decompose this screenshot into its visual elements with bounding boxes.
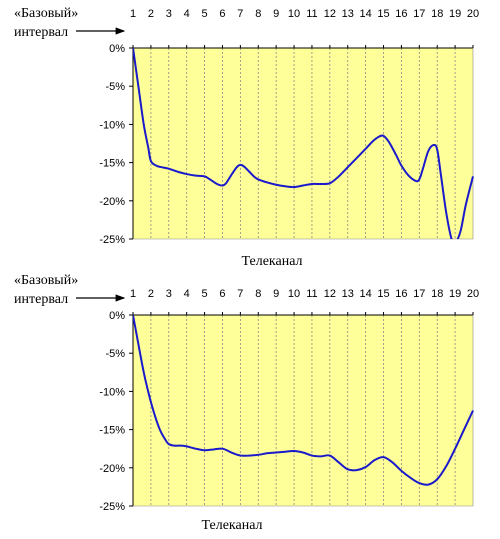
x-tick-label: 18 [431, 8, 443, 20]
x-tick-label: 12 [324, 288, 336, 300]
x-tick-label: 8 [255, 8, 261, 20]
x-tick-label: 16 [395, 288, 407, 300]
base-interval-label-line1: «Базовый» [14, 273, 78, 288]
x-tick-label: 1 [130, 288, 136, 300]
x-axis-title: Телеканал [241, 254, 302, 269]
x-tick-label: 2 [148, 288, 154, 300]
series-line [133, 314, 474, 486]
chart-panel-1: «Базовый» интервал Телеканал [14, 6, 303, 269]
plot-2: 1 2 3 4 5 6 7 8 9 10 11 12 13 14 15 16 17 18 19 200%-5%-10%… [99, 288, 479, 513]
x-tick-label: 6 [219, 288, 225, 300]
x-tick-label: 19 [449, 288, 461, 300]
x-tick-label: 10 [288, 288, 300, 300]
y-tick-label: -20% [99, 196, 125, 208]
y-tick-label: -25% [99, 234, 125, 246]
y-tick-label: -10% [99, 119, 125, 131]
x-tick-label: 5 [202, 288, 208, 300]
base-interval-label-line1: «Базовый» [14, 6, 78, 21]
x-tick-label: 10 [288, 8, 300, 20]
x-tick-label: 20 [467, 8, 479, 20]
x-tick-label: 20 [467, 288, 479, 300]
x-tick-label: 7 [237, 8, 243, 20]
x-tick-label: 3 [166, 8, 172, 20]
x-tick-label: 16 [395, 8, 407, 20]
y-tick-label: -15% [99, 425, 125, 437]
x-tick-label: 18 [431, 288, 443, 300]
plot-area [133, 48, 473, 239]
x-tick-label: 6 [219, 8, 225, 20]
y-tick-label: -20% [99, 463, 125, 475]
y-tick-label: -5% [105, 81, 125, 93]
x-tick-label: 13 [342, 8, 354, 20]
x-tick-label: 11 [306, 288, 317, 300]
base-interval-label-line2: интервал [14, 25, 68, 40]
y-tick-label: -15% [99, 158, 125, 170]
plot-1: 1 2 3 4 5 6 7 8 9 10 11 12 13 14 15 16 17 18 19 200%-5%-10%… [99, 8, 479, 246]
x-tick-label: 9 [273, 288, 279, 300]
x-tick-label: 19 [449, 8, 461, 20]
x-tick-label: 14 [360, 8, 372, 20]
plot-area [133, 315, 473, 506]
x-tick-label: 17 [413, 288, 425, 300]
x-tick-label: 8 [255, 288, 261, 300]
x-tick-label: 5 [202, 8, 208, 20]
x-tick-label: 15 [377, 8, 389, 20]
x-tick-label: 12 [324, 8, 336, 20]
base-interval-label-line2: интервал [14, 292, 68, 307]
x-tick-label: 14 [360, 288, 372, 300]
x-tick-label: 17 [413, 8, 425, 20]
y-tick-label: -10% [99, 386, 125, 398]
x-tick-label: 4 [184, 288, 190, 300]
x-tick-label: 9 [273, 8, 279, 20]
x-tick-label: 1 [130, 8, 136, 20]
x-tick-label: 2 [148, 8, 154, 20]
x-tick-label: 3 [166, 288, 172, 300]
x-tick-label: 4 [184, 8, 190, 20]
y-tick-label: 0% [109, 43, 125, 55]
chart-panel-2: «Базовый» интервал Телеканал [14, 273, 263, 533]
x-tick-label: 15 [377, 288, 389, 300]
y-tick-label: 0% [109, 310, 125, 322]
x-tick-label: 13 [342, 288, 354, 300]
y-tick-label: -5% [105, 348, 125, 360]
y-tick-label: -25% [99, 501, 125, 513]
series-line [133, 47, 474, 239]
x-tick-label: 7 [237, 288, 243, 300]
x-tick-label: 11 [306, 8, 317, 20]
x-axis-title: Телеканал [201, 518, 262, 533]
